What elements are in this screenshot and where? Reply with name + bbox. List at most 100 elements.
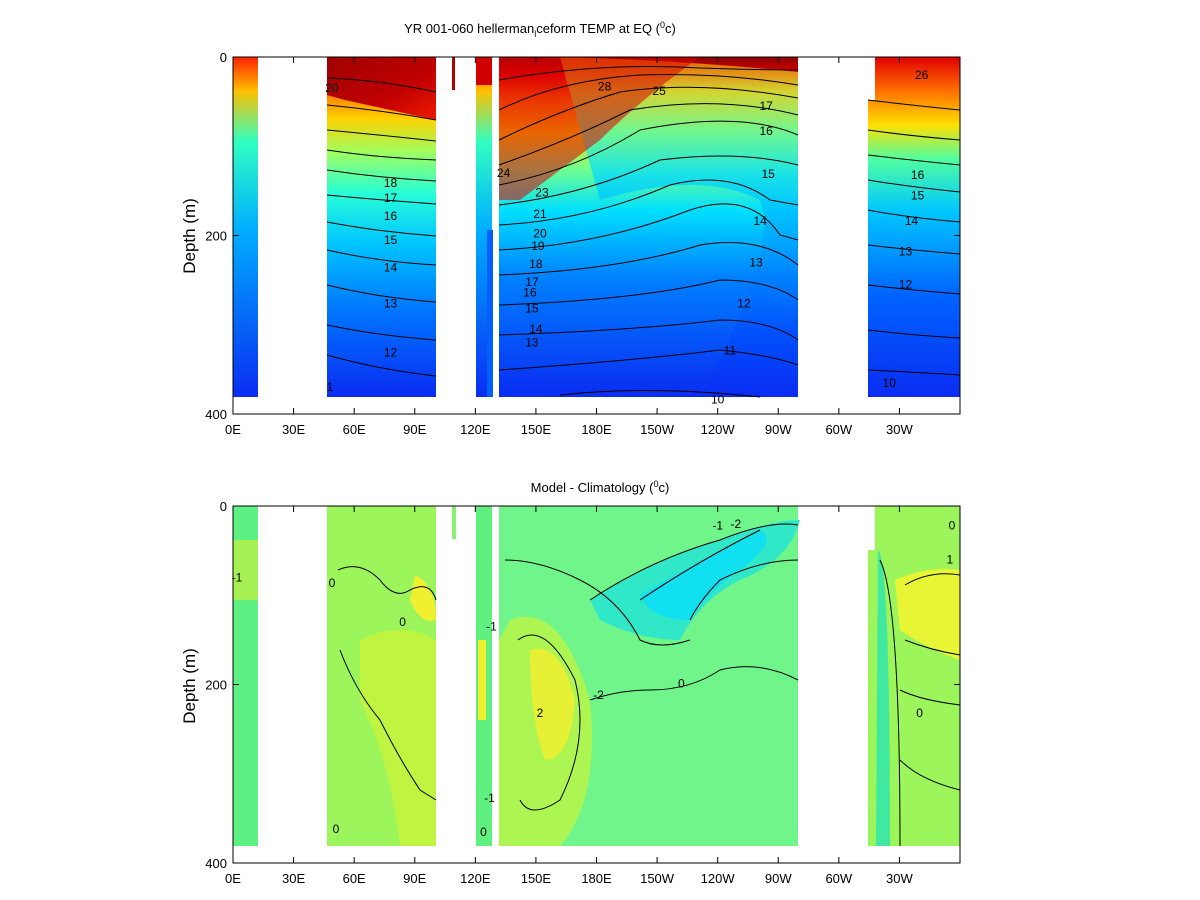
x-tick-label: 90E bbox=[403, 871, 426, 886]
contour-label: 20 bbox=[533, 227, 547, 241]
contour-label: 16 bbox=[384, 209, 398, 223]
contour-label: -1 bbox=[712, 519, 723, 533]
contour-label: 16 bbox=[911, 168, 925, 182]
field-patch-maritime-deep bbox=[487, 230, 493, 397]
contour-label: 15 bbox=[761, 167, 775, 181]
title-rest: ceform TEMP at EQ ( bbox=[536, 21, 660, 36]
contour-label: 0 bbox=[480, 825, 487, 839]
contour-label: -1 bbox=[232, 570, 243, 584]
x-tick-label: 120E bbox=[460, 871, 491, 886]
panel-temperature: 0E 30E 60E 90E 120E 150E 180E 150W 120W 90W 60W 30W… bbox=[180, 20, 961, 437]
contour-label: 0 bbox=[333, 822, 340, 836]
contour-label: 18 bbox=[384, 176, 398, 190]
x-tick-label: 60E bbox=[343, 871, 366, 886]
y-axis-ticks: 0 200 400 bbox=[205, 50, 960, 422]
contour-label: 15 bbox=[911, 188, 925, 202]
panel-difference: 0E 30E 60E 90E 120E 150E 180E 150W 120W 90W 60W 30W… bbox=[180, 479, 961, 886]
field-patch-maritime-top bbox=[476, 57, 492, 85]
x-tick-label: 30E bbox=[282, 871, 305, 886]
y-tick-label: 200 bbox=[205, 229, 227, 244]
contour-label: 1 bbox=[947, 553, 954, 567]
contour-label: 19 bbox=[531, 239, 545, 253]
x-axis-ticks: 0E 30E 60E 90E 120E 150E 180E 150W 120W 90W 60W 30W bbox=[225, 57, 914, 437]
title-superscript: 0 bbox=[653, 479, 658, 489]
x-tick-label: 150E bbox=[521, 422, 552, 437]
contour-label: 13 bbox=[899, 245, 913, 259]
field-patch-warm-pool bbox=[499, 57, 700, 200]
title-main: Model - Climatology ( bbox=[531, 480, 654, 495]
contour-label: 17 bbox=[384, 191, 398, 205]
x-tick-label: 150W bbox=[640, 422, 675, 437]
contour-label: 10 bbox=[711, 393, 725, 407]
contour-label: 14 bbox=[384, 261, 398, 275]
contour-label: 13 bbox=[749, 255, 763, 269]
x-axis-ticks: 0E 30E 60E 90E 120E 150E 180E 150W 120W 90W 60W 30W bbox=[225, 506, 914, 886]
y-tick-label: 400 bbox=[205, 407, 227, 422]
contour-label: 24 bbox=[497, 166, 511, 180]
contour-label: 14 bbox=[753, 214, 767, 228]
x-tick-label: 120W bbox=[701, 871, 736, 886]
contour-label: 13 bbox=[525, 336, 539, 350]
contour-label: 25 bbox=[652, 84, 666, 98]
contour-labels: -1 -2 -2 2 0 0 0 0 0 1 0 0 -1 -1 -1 bbox=[232, 517, 956, 839]
difference-contours bbox=[337, 523, 961, 847]
x-tick-label: 30W bbox=[886, 871, 913, 886]
x-tick-label: 150W bbox=[640, 871, 675, 886]
x-tick-label: 90E bbox=[403, 422, 426, 437]
contour-label: 0 bbox=[949, 519, 956, 533]
title-unit: c) bbox=[659, 480, 670, 495]
diff-patch-sliver bbox=[452, 506, 456, 539]
x-tick-label: 30W bbox=[886, 422, 913, 437]
contour-label: 0 bbox=[329, 576, 336, 590]
title-subscript: l bbox=[534, 29, 536, 39]
contour-label: 14 bbox=[529, 322, 543, 336]
y-tick-label: 0 bbox=[220, 50, 227, 65]
diff-patch-pacific-cold bbox=[640, 530, 767, 620]
contour-label: 16 bbox=[759, 124, 773, 138]
x-tick-label: 180E bbox=[581, 422, 612, 437]
diff-patch-indian-warm bbox=[360, 630, 436, 846]
temperature-field bbox=[233, 57, 960, 397]
y-axis-label: Depth (m) bbox=[180, 648, 199, 724]
contour-label: -1 bbox=[486, 619, 497, 633]
x-tick-label: 30E bbox=[282, 422, 305, 437]
contour-label: -1 bbox=[484, 791, 495, 805]
diff-patch-indian-hot bbox=[410, 575, 436, 621]
diff-patch-0e-warm bbox=[233, 540, 258, 600]
x-tick-label: 180E bbox=[581, 871, 612, 886]
diff-patch-atlantic-warm bbox=[895, 568, 960, 660]
x-tick-label: 90W bbox=[765, 422, 792, 437]
x-tick-label: 90W bbox=[765, 871, 792, 886]
diff-patch-atlantic-cool bbox=[876, 550, 890, 846]
contour-label: 1 bbox=[327, 380, 334, 394]
contour-label: 28 bbox=[598, 79, 612, 93]
contour-label: -2 bbox=[731, 517, 742, 531]
temperature-contours bbox=[326, 66, 961, 398]
contour-label: 0 bbox=[399, 615, 406, 629]
x-tick-label: 60W bbox=[825, 871, 852, 886]
contour-label: 12 bbox=[384, 345, 398, 359]
diff-patch-pacific-hot bbox=[530, 648, 575, 760]
contour-label: 20 bbox=[325, 81, 339, 95]
contour-label: 10 bbox=[883, 376, 897, 390]
x-tick-label: 120E bbox=[460, 422, 491, 437]
field-patch-atlantic bbox=[868, 57, 960, 397]
contour-label: 21 bbox=[533, 207, 547, 221]
contour-label: 14 bbox=[905, 214, 919, 228]
contour-label: 26 bbox=[915, 68, 929, 82]
contour-label: 18 bbox=[529, 257, 543, 271]
contour-label: 23 bbox=[535, 186, 549, 200]
contour-label: 15 bbox=[384, 233, 398, 247]
contour-label: 17 bbox=[525, 275, 539, 289]
field-patch-indian-surface bbox=[327, 57, 436, 120]
x-tick-label: 60E bbox=[343, 422, 366, 437]
contour-label: 0 bbox=[678, 677, 685, 691]
y-axis-label: Depth (m) bbox=[180, 198, 199, 274]
diff-notch-atlantic bbox=[868, 506, 875, 550]
field-patch-sliver-1 bbox=[452, 57, 455, 90]
contour-label: 16 bbox=[523, 286, 537, 300]
field-notch-atlantic bbox=[868, 57, 875, 100]
